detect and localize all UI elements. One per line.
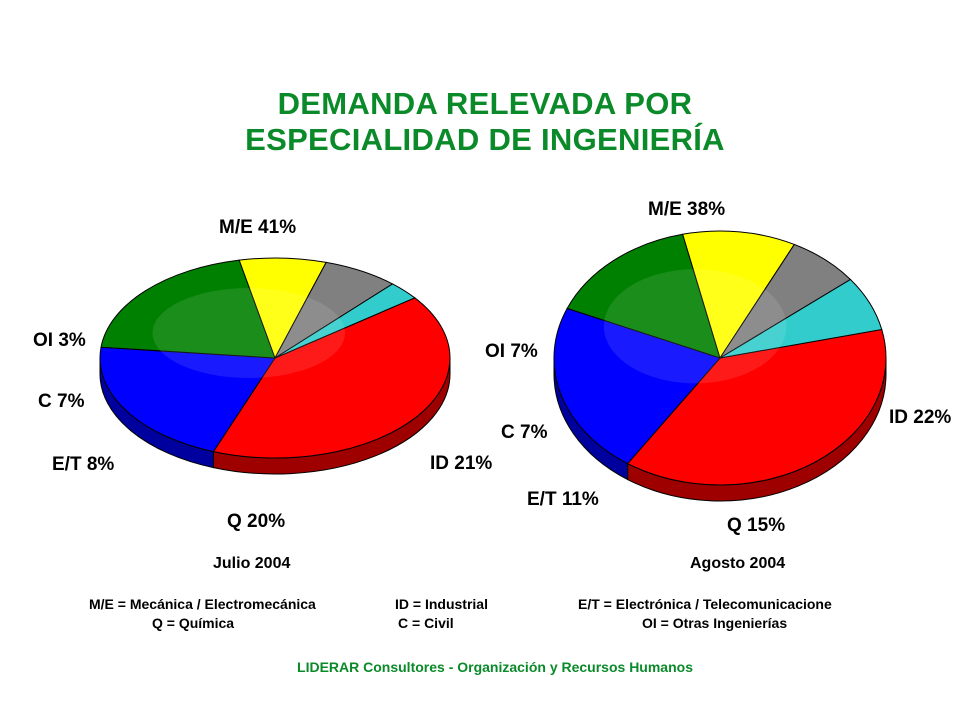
pie0-label-c: C 7% bbox=[38, 391, 85, 412]
pie1-label-q: Q 15% bbox=[727, 515, 785, 536]
pie0-label-id: ID 21% bbox=[430, 453, 492, 474]
legend-q: Q = Química bbox=[152, 615, 235, 631]
chart-title: DEMANDA RELEVADA POR ESPECIALIDAD DE ING… bbox=[0, 86, 960, 158]
legend-me: M/E = Mecánica / Electromecánica bbox=[89, 596, 316, 612]
title-line-2: ESPECIALIDAD DE INGENIERÍA bbox=[245, 122, 725, 157]
pie-julio-2004 bbox=[99, 257, 451, 475]
legend-et: E/T = Electrónica / Telecomunicacione bbox=[578, 596, 832, 612]
legend-oi: OI = Otras Ingenierías bbox=[642, 615, 788, 631]
caption-agosto: Agosto 2004 bbox=[690, 555, 786, 572]
pie0-label-et: E/T 8% bbox=[52, 454, 114, 475]
pie1-label-me: M/E 38% bbox=[648, 199, 725, 220]
pie1-slice-q bbox=[566, 233, 721, 359]
pie1-slice-me bbox=[626, 328, 887, 486]
pie1-label-oi: OI 7% bbox=[485, 341, 538, 362]
pie0-slice-id bbox=[99, 346, 276, 453]
pie0-label-q: Q 20% bbox=[227, 511, 285, 532]
pie1-highlight bbox=[603, 269, 787, 384]
caption-julio: Julio 2004 bbox=[213, 555, 291, 572]
pie1-slice-et bbox=[682, 230, 796, 360]
pie0-highlight bbox=[152, 288, 345, 378]
legend-c: C = Civil bbox=[398, 615, 454, 631]
title-line-1: DEMANDA RELEVADA POR bbox=[277, 86, 693, 121]
pie0-slice-oi bbox=[274, 283, 416, 359]
pie1-label-id: ID 22% bbox=[889, 407, 951, 428]
pie1-label-c: C 7% bbox=[501, 422, 548, 443]
footer-credit: LIDERAR Consultores - Organización y Rec… bbox=[297, 659, 693, 675]
pie1-label-et: E/T 11% bbox=[527, 489, 599, 510]
pie-agosto-2004 bbox=[553, 230, 887, 502]
legend-id: ID = Industrial bbox=[395, 596, 488, 612]
pie1-slice-id bbox=[553, 307, 721, 465]
pie1-slice-oi bbox=[719, 278, 883, 359]
pie0-slice-q bbox=[100, 259, 276, 359]
pie0-label-me: M/E 41% bbox=[219, 217, 296, 238]
pie0-slice-me bbox=[212, 297, 451, 459]
pie0-label-oi: OI 3% bbox=[33, 330, 86, 351]
